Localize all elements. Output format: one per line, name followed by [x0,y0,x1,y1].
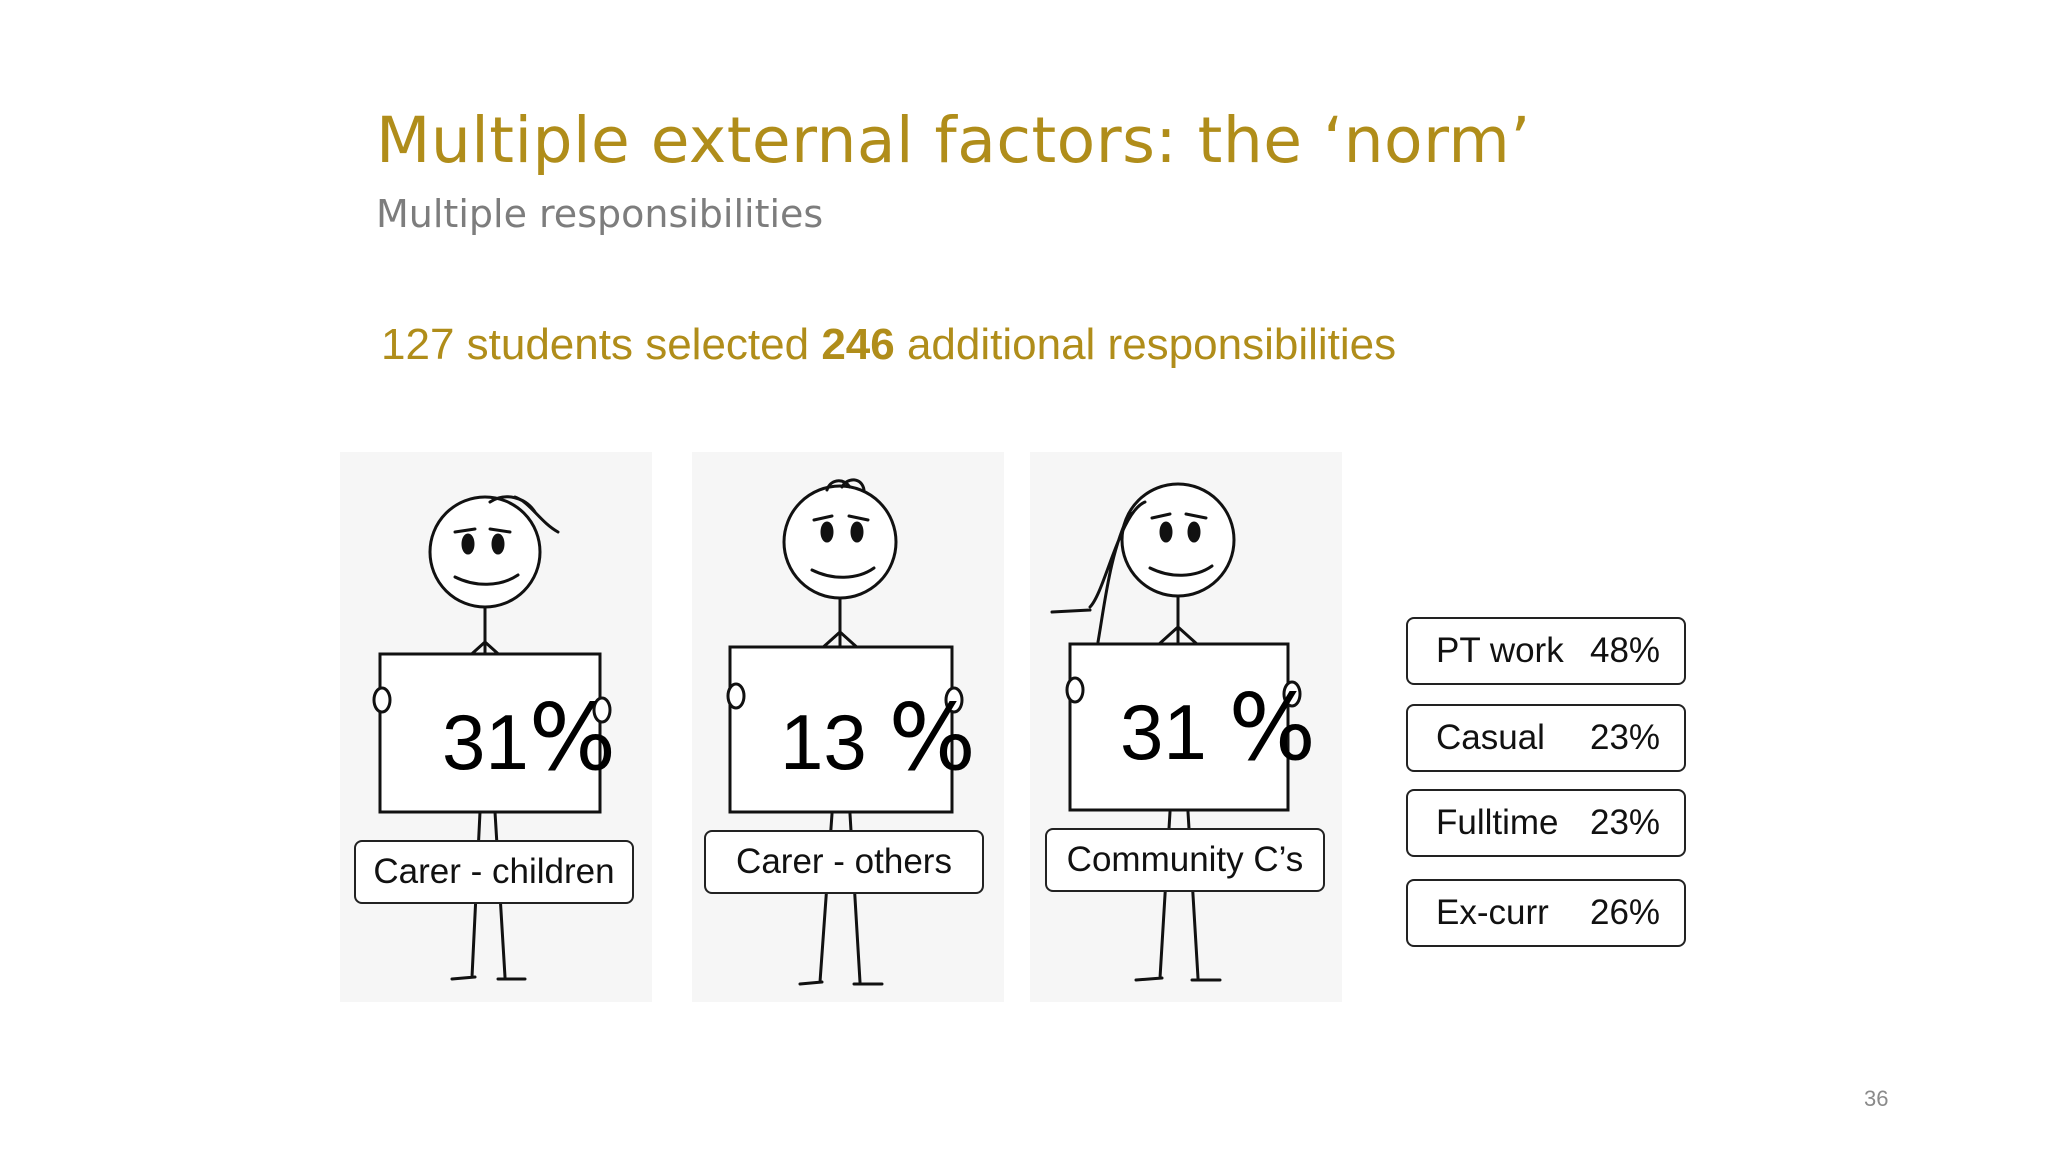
work-box-casual: Casual 23% [1406,704,1686,772]
work-box-fulltime: Fulltime 23% [1406,789,1686,857]
stick-figure-icon [726,478,964,986]
work-value: 23% [1590,718,1661,757]
work-value: 48% [1590,631,1661,670]
stick-figure-icon [372,495,612,981]
work-label: Ex-curr [1436,893,1549,932]
percent-value: 13 % [780,684,976,791]
work-label: PT work [1436,631,1564,670]
students-stat: 127 students selected 246 additional res… [381,320,1396,370]
work-box-ex-curr: Ex-curr 26% [1406,879,1686,947]
percent-value: 31% [442,684,616,791]
slide-subtitle: Multiple responsibilities [376,192,824,236]
page-number: 36 [1864,1086,1889,1111]
percent-number: 31 [1120,688,1207,776]
work-label: Casual [1436,718,1545,757]
percent-value: 31 % [1120,674,1316,781]
stick-figure-carer-children: 31% [340,452,652,1002]
label-community: Community C’s [1045,828,1325,892]
work-box-pt-work: PT work 48% [1406,617,1686,685]
work-value: 23% [1590,803,1661,842]
work-label: Fulltime [1436,803,1559,842]
percent-number: 31 [442,698,529,786]
work-value: 26% [1590,893,1661,932]
percent-number: 13 [780,698,867,786]
percent-symbol: % [1228,674,1316,781]
stat-text-pre: 127 students selected [381,320,822,369]
percent-symbol: % [528,684,617,791]
stick-figure-icon [1050,482,1302,982]
stat-text-post: additional responsibilities [894,320,1397,369]
stat-count: 246 [821,320,895,369]
label-carer-children: Carer - children [354,840,634,904]
label-carer-others: Carer - others [704,830,984,894]
stick-figure-community: 31 % [1030,452,1342,1002]
stick-figure-carer-others: 13 % [692,452,1004,1002]
slide-title: Multiple external factors: the ‘norm’ [376,104,1531,177]
percent-symbol: % [888,684,976,791]
